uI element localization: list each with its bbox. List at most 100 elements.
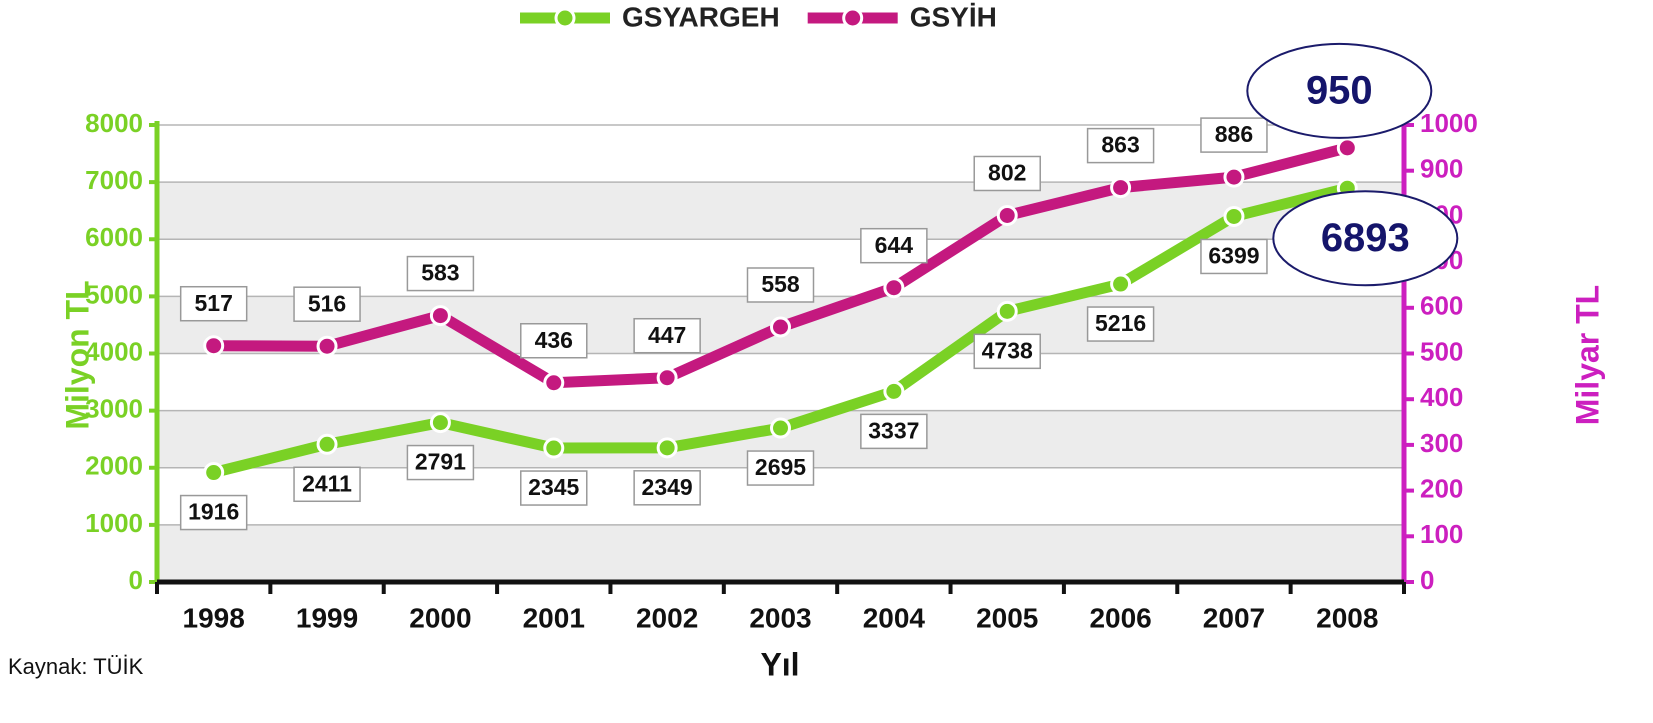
data-label: 886 bbox=[1215, 121, 1253, 147]
plot-band bbox=[157, 125, 1404, 183]
data-label-box bbox=[973, 333, 1041, 370]
data-point bbox=[1223, 205, 1245, 227]
legend-marker bbox=[554, 7, 576, 29]
data-label-box bbox=[293, 286, 361, 322]
data-point bbox=[203, 335, 225, 357]
data-point bbox=[543, 437, 565, 459]
data-label-box bbox=[179, 285, 248, 322]
data-point bbox=[996, 300, 1018, 322]
x-tick-label: 1999 bbox=[296, 602, 358, 633]
plot-band bbox=[157, 353, 1404, 411]
callout-oval bbox=[1272, 190, 1459, 287]
legend-label: GSYARGEH bbox=[622, 1, 780, 32]
data-label: 516 bbox=[308, 290, 346, 316]
plot-band bbox=[157, 182, 1404, 240]
data-label-box bbox=[633, 470, 701, 506]
data-point bbox=[996, 204, 1018, 226]
y-tick-label: 7000 bbox=[85, 165, 143, 195]
y-axis-label: Milyon TL bbox=[59, 280, 95, 429]
y-tick-label: 0 bbox=[129, 565, 143, 595]
data-label: 6399 bbox=[1208, 243, 1259, 269]
data-point bbox=[429, 412, 451, 434]
data-point bbox=[543, 372, 565, 394]
data-label-box bbox=[179, 494, 248, 531]
data-label: 644 bbox=[875, 232, 914, 258]
data-point bbox=[316, 335, 338, 357]
data-point bbox=[770, 417, 791, 439]
data-point bbox=[1110, 273, 1132, 295]
x-tick-label: 2002 bbox=[636, 602, 698, 633]
data-point bbox=[883, 380, 905, 402]
data-label-box bbox=[860, 227, 928, 264]
data-label: 802 bbox=[988, 160, 1026, 186]
y-tick-label: 3000 bbox=[85, 394, 143, 424]
data-point bbox=[883, 277, 905, 299]
data-label: 6893 bbox=[1321, 216, 1410, 260]
y2-tick-label: 500 bbox=[1420, 336, 1463, 366]
y2-tick-label: 0 bbox=[1420, 565, 1434, 595]
y2-tick-label: 100 bbox=[1420, 519, 1463, 549]
data-label-box bbox=[1200, 117, 1268, 153]
data-label-box bbox=[1200, 238, 1268, 275]
data-label-box bbox=[520, 322, 588, 359]
source-note: Kaynak: TÜİK bbox=[8, 654, 144, 679]
x-tick-label: 2003 bbox=[749, 602, 811, 633]
x-tick-label: 2004 bbox=[863, 602, 926, 633]
data-label: 2345 bbox=[528, 474, 579, 500]
data-label-box bbox=[1086, 306, 1155, 342]
x-tick-label: 2007 bbox=[1203, 602, 1265, 633]
y2-tick-label: 600 bbox=[1420, 291, 1463, 321]
y-tick-label: 5000 bbox=[85, 279, 143, 309]
data-point bbox=[316, 433, 338, 455]
data-label: 3337 bbox=[868, 417, 919, 443]
x-tick-label: 1998 bbox=[183, 602, 245, 633]
y2-axis-label: Milyar TL bbox=[1569, 285, 1605, 425]
data-label-box bbox=[746, 267, 815, 303]
data-label: 447 bbox=[648, 322, 686, 348]
y2-tick-label: 200 bbox=[1420, 473, 1463, 503]
data-point bbox=[656, 437, 678, 459]
data-label: 558 bbox=[761, 271, 800, 297]
y2-tick-label: 300 bbox=[1420, 428, 1463, 458]
data-point bbox=[1223, 166, 1245, 188]
legend-label: GSYİH bbox=[910, 1, 997, 32]
data-label: 2791 bbox=[415, 449, 466, 475]
data-label: 2411 bbox=[302, 470, 352, 496]
x-tick-label: 2006 bbox=[1089, 602, 1151, 633]
data-label-box bbox=[860, 413, 928, 450]
x-tick-label: 2001 bbox=[523, 602, 585, 633]
data-label: 517 bbox=[194, 290, 232, 316]
y-tick-label: 6000 bbox=[85, 222, 143, 252]
y-tick-label: 8000 bbox=[85, 108, 143, 138]
y2-tick-label: 400 bbox=[1420, 382, 1463, 412]
x-tick-label: 2008 bbox=[1316, 602, 1378, 633]
data-point bbox=[770, 316, 791, 338]
data-label: 2349 bbox=[642, 474, 693, 500]
y2-tick-label: 1000 bbox=[1420, 108, 1478, 138]
data-point bbox=[1336, 137, 1358, 159]
data-label-box bbox=[633, 317, 701, 354]
data-label-box bbox=[406, 444, 475, 481]
x-tick-label: 2005 bbox=[976, 602, 1038, 633]
data-label-box bbox=[293, 466, 361, 503]
data-label: 436 bbox=[535, 327, 573, 353]
data-label: 950 bbox=[1306, 68, 1373, 112]
x-tick-label: 2000 bbox=[409, 602, 471, 633]
data-point bbox=[1110, 177, 1132, 199]
data-point bbox=[656, 367, 678, 389]
data-label: 863 bbox=[1101, 132, 1139, 158]
y-tick-label: 1000 bbox=[85, 508, 143, 538]
y-tick-label: 4000 bbox=[85, 336, 143, 366]
data-label: 1916 bbox=[188, 499, 239, 525]
x-axis-label: Yıl bbox=[760, 646, 799, 682]
y2-tick-label: 900 bbox=[1420, 154, 1463, 184]
data-label: 583 bbox=[421, 260, 459, 286]
data-point bbox=[429, 305, 451, 327]
y-tick-label: 2000 bbox=[85, 451, 143, 481]
legend-marker bbox=[842, 7, 864, 29]
data-label: 2695 bbox=[755, 454, 806, 480]
data-label-box bbox=[520, 470, 588, 506]
data-label: 4738 bbox=[982, 337, 1033, 363]
data-label-box bbox=[1086, 127, 1155, 164]
